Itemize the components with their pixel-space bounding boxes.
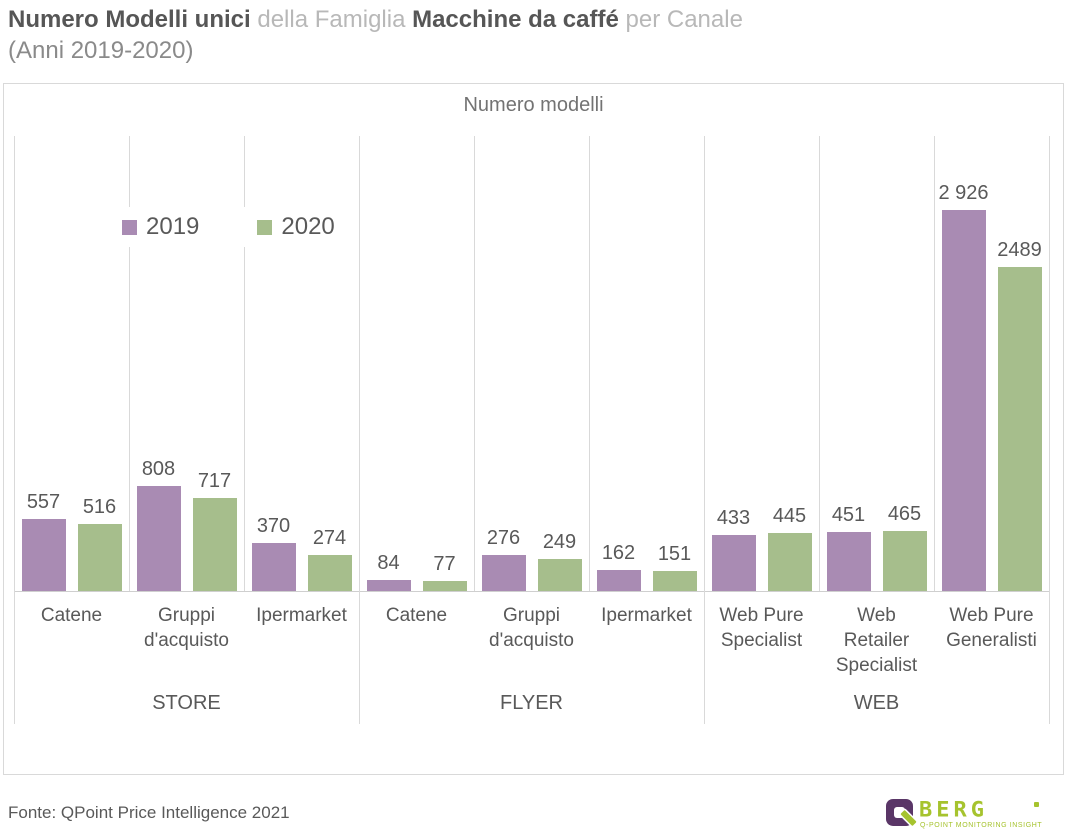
group-label-store: STORE [152, 692, 221, 714]
group-label-web: WEB [853, 692, 900, 714]
group-separator [14, 591, 15, 724]
group-separator [704, 591, 705, 724]
bar-2019-6 [596, 569, 641, 591]
bar-2019-2 [136, 485, 181, 591]
legend-label-2020: 2020 [281, 213, 335, 240]
title-part-light-2: per Canale [618, 6, 743, 33]
bar-value-label: 717 [197, 469, 232, 492]
bar-value-label: 276 [486, 527, 521, 550]
chart-container: Numero modelli 557 516 808 717 370 274 84 77 276… [3, 83, 1064, 775]
qberg-logo: BERG Q-POINT MONITORING INSIGHT [886, 799, 1064, 835]
bar-value-label: 162 [601, 541, 636, 564]
category-label: Gruppi d'acquisto [144, 605, 229, 651]
bar-2020-4 [422, 581, 467, 591]
bar-2019-4 [366, 580, 411, 591]
category-gridline [129, 136, 130, 591]
group-separator [359, 591, 360, 724]
legend-swatch-2019 [122, 219, 137, 235]
category-label: Web Pure Generalisti [946, 605, 1037, 651]
page-title: Numero Modelli unici della Famiglia Macc… [8, 4, 1058, 66]
title-part-bold-2: Macchine da caffé [412, 6, 619, 33]
chart-title: Numero modelli [463, 94, 604, 116]
category-label: Web Pure Specialist [719, 605, 804, 651]
bar-2020-9 [997, 266, 1042, 591]
group-separator [1049, 591, 1050, 724]
legend-item-2019: 2019 [122, 213, 199, 241]
category-label: Ipermarket [601, 605, 692, 626]
bar-2019-1 [21, 518, 66, 591]
category-gridline [359, 136, 360, 591]
bar-value-label: 465 [887, 502, 922, 525]
category-label: Gruppi d'acquisto [489, 605, 574, 651]
logo-wordmark: BERG [919, 798, 988, 823]
bar-value-label: 808 [141, 457, 176, 480]
source-note: Fonte: QPoint Price Intelligence 2021 [8, 803, 290, 822]
category-gridline [14, 136, 15, 591]
category-gridline [819, 136, 820, 591]
category-gridline [589, 136, 590, 591]
bar-2019-7 [711, 534, 756, 591]
logo-registered-dot-icon [1034, 802, 1039, 807]
legend-label-2019: 2019 [146, 213, 200, 240]
bar-2020-1 [77, 523, 122, 591]
title-part-bold-1: Numero Modelli unici [8, 6, 251, 33]
bar-value-label: 151 [657, 543, 692, 566]
bar-2020-2 [192, 497, 237, 591]
bar-2019-8 [826, 532, 871, 591]
category-label: Web Retailer Specialist [835, 605, 918, 676]
category-gridline [1049, 136, 1050, 591]
bar-2019-3 [251, 542, 296, 591]
category-label: Catene [385, 605, 448, 626]
bar-value-label: 451 [831, 504, 866, 527]
logo-q-icon [886, 799, 917, 827]
bar-value-label: 557 [26, 490, 61, 513]
logo-tagline: Q-POINT MONITORING INSIGHT [920, 822, 1043, 829]
logo-q-tail [900, 809, 917, 827]
category-gridline [474, 136, 475, 591]
bar-value-label: 2 926 [938, 182, 989, 204]
group-label-flyer: FLYER [500, 692, 563, 714]
legend-item-2020: 2020 [257, 213, 335, 241]
plot-area: 557 516 808 717 370 274 84 77 276 249 162 151 433 445… [14, 136, 1050, 591]
category-gridline [934, 136, 935, 591]
category-label: Ipermarket [256, 605, 347, 626]
bar-value-label: 433 [716, 506, 751, 529]
category-label: Catene [40, 605, 103, 626]
title-years: (Anni 2019-2020) [8, 37, 194, 64]
bar-2020-7 [767, 533, 812, 591]
bar-2020-6 [652, 571, 697, 591]
bar-value-label: 370 [256, 514, 291, 537]
logo-q-hole [894, 807, 905, 818]
bar-value-label: 2489 [997, 238, 1042, 261]
bar-value-label: 249 [542, 530, 577, 553]
bar-2019-5 [481, 555, 526, 591]
legend-swatch-2020 [257, 219, 273, 235]
category-axis: Catene Gruppi d'acquisto Ipermarket Catene G… [14, 603, 1049, 687]
category-gridline [244, 136, 245, 591]
bar-value-label: 77 [433, 553, 456, 575]
bar-value-label: 516 [82, 495, 117, 518]
bar-2019-9 [941, 210, 986, 591]
bar-value-label: 445 [772, 505, 807, 528]
bar-value-label: 274 [312, 527, 347, 550]
bar-2020-3 [307, 555, 352, 591]
bar-2020-8 [882, 530, 927, 591]
bar-value-label: 84 [377, 552, 400, 575]
title-part-light-1: della Famiglia [250, 6, 413, 33]
legend: 2019 2020 [116, 207, 349, 247]
bar-2020-5 [537, 558, 582, 591]
category-gridline [704, 136, 705, 591]
x-axis-line [14, 591, 1049, 592]
